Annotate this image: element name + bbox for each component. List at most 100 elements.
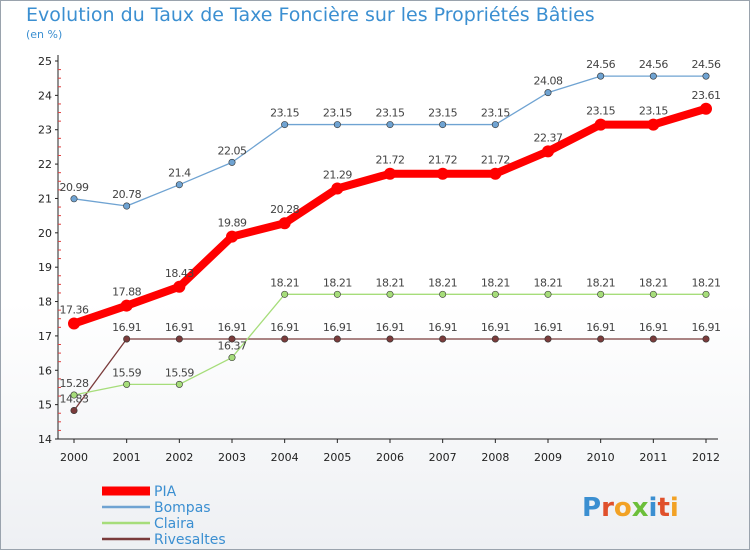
data-point-rivesaltes: [649, 335, 657, 343]
data-label-rivesaltes: 16.91: [586, 321, 615, 334]
data-label-pia: 21.29: [323, 168, 352, 181]
data-point-rivesaltes: [281, 335, 289, 343]
logo-letter: o: [614, 493, 632, 523]
data-label-rivesaltes: 16.91: [376, 321, 405, 334]
data-label-bompas: 23.15: [323, 107, 352, 120]
data-label-pia: 21.72: [376, 154, 405, 167]
axes: 14 15 16 17 18 19 20 21 22 23 24 25 2000 2001 2002 2003…: [38, 55, 720, 464]
legend-label-rivesaltes: Rivesaltes: [154, 532, 226, 548]
data-point-rivesaltes: [123, 335, 131, 343]
y-tick-label: 17: [38, 330, 52, 343]
data-point-bompas: [333, 121, 341, 129]
data-point-bompas: [175, 181, 183, 189]
data-label-bompas: 24.56: [692, 58, 721, 71]
data-label-rivesaltes: 14.83: [60, 392, 89, 405]
x-tick-label: 2012: [692, 451, 720, 464]
data-label-bompas: 23.15: [481, 107, 510, 120]
data-label-bompas: 24.08: [534, 75, 563, 88]
data-point-rivesaltes: [439, 335, 447, 343]
data-label-rivesaltes: 16.91: [323, 321, 352, 334]
data-point-claira: [175, 380, 183, 388]
data-point-pia: [647, 118, 660, 131]
data-label-pia: 23.15: [586, 105, 615, 118]
data-label-bompas: 20.78: [112, 188, 141, 201]
data-point-pia: [594, 118, 607, 131]
data-point-bompas: [544, 89, 552, 97]
data-point-bompas: [439, 121, 447, 129]
data-label-claira: 18.21: [376, 276, 405, 289]
data-point-bompas: [597, 72, 605, 80]
logo-letter: r: [601, 493, 614, 523]
data-label-rivesaltes: 16.91: [270, 321, 299, 334]
data-point-rivesaltes: [702, 335, 710, 343]
data-label-claira: 18.21: [586, 276, 615, 289]
data-label-pia: 22.37: [534, 131, 563, 144]
legend-label-bompas: Bompas: [154, 500, 211, 516]
data-point-claira: [333, 290, 341, 298]
x-tick-label: 2004: [271, 451, 299, 464]
data-point-bompas: [702, 72, 710, 80]
data-point-pia: [120, 299, 133, 312]
data-point-claira: [702, 290, 710, 298]
data-label-bompas: 24.56: [586, 58, 615, 71]
data-label-claira: 15.28: [60, 377, 89, 390]
data-point-pia: [226, 230, 238, 243]
data-point-pia: [68, 317, 80, 330]
data-point-claira: [597, 290, 605, 298]
logo-letter: x: [632, 493, 649, 523]
data-point-bompas: [386, 121, 394, 129]
data-point-rivesaltes: [597, 335, 605, 343]
data-point-bompas: [491, 121, 499, 129]
data-point-rivesaltes: [175, 335, 183, 343]
legend-label-pia: PIA: [154, 484, 177, 500]
data-point-claira: [386, 290, 394, 298]
y-tick-label: 15: [38, 399, 52, 412]
data-point-rivesaltes: [386, 335, 394, 343]
y-tick-label: 25: [38, 55, 52, 68]
data-point-claira: [281, 290, 289, 298]
x-tick-label: 2011: [639, 451, 667, 464]
data-label-rivesaltes: 16.91: [165, 321, 194, 334]
data-point-bompas: [649, 72, 657, 80]
x-tick-label: 2001: [113, 451, 141, 464]
y-tick-label: 18: [38, 296, 52, 309]
data-point-bompas: [123, 202, 131, 210]
data-point-pia: [173, 280, 186, 293]
data-point-rivesaltes: [333, 335, 341, 343]
y-tick-label: 21: [38, 192, 52, 205]
data-point-bompas: [281, 121, 289, 129]
y-tick-label: 22: [38, 158, 52, 171]
data-point-pia: [700, 102, 712, 115]
data-point-pia: [384, 167, 396, 180]
data-label-claira: 18.21: [270, 276, 299, 289]
logo-letter: i: [649, 493, 658, 523]
data-point-pia: [331, 182, 344, 195]
data-label-rivesaltes: 16.91: [481, 321, 510, 334]
unit-label: (en %): [26, 28, 63, 41]
x-tick-label: 2006: [376, 451, 404, 464]
data-label-claira: 18.21: [639, 276, 668, 289]
series-line-bompas: [73, 75, 707, 207]
data-label-bompas: 23.15: [428, 107, 457, 120]
data-point-bompas: [228, 158, 236, 166]
data-label-rivesaltes: 16.91: [218, 321, 247, 334]
data-label-pia: 23.61: [692, 89, 721, 102]
data-point-claira: [228, 354, 236, 362]
data-label-pia: 19.89: [218, 217, 247, 230]
x-tick-label: 2007: [429, 451, 457, 464]
series-group: 17.36 17.88 18.43 19.89 20.28 21.29 21.72 21.72…: [60, 58, 721, 414]
data-label-rivesaltes: 16.91: [534, 321, 563, 334]
proxiti-logo: Proxiti: [582, 493, 679, 523]
logo-text: Proxiti: [582, 493, 679, 523]
data-label-pia: 20.28: [270, 203, 299, 216]
data-label-claira: 15.59: [165, 366, 194, 379]
x-tick-label: 2000: [60, 451, 88, 464]
data-label-rivesaltes: 16.91: [692, 321, 721, 334]
data-label-claira: 16.37: [218, 340, 247, 353]
data-label-pia: 21.72: [428, 154, 457, 167]
data-label-claira: 18.21: [692, 276, 721, 289]
data-label-claira: 15.59: [112, 366, 141, 379]
data-label-pia: 17.36: [60, 304, 89, 317]
